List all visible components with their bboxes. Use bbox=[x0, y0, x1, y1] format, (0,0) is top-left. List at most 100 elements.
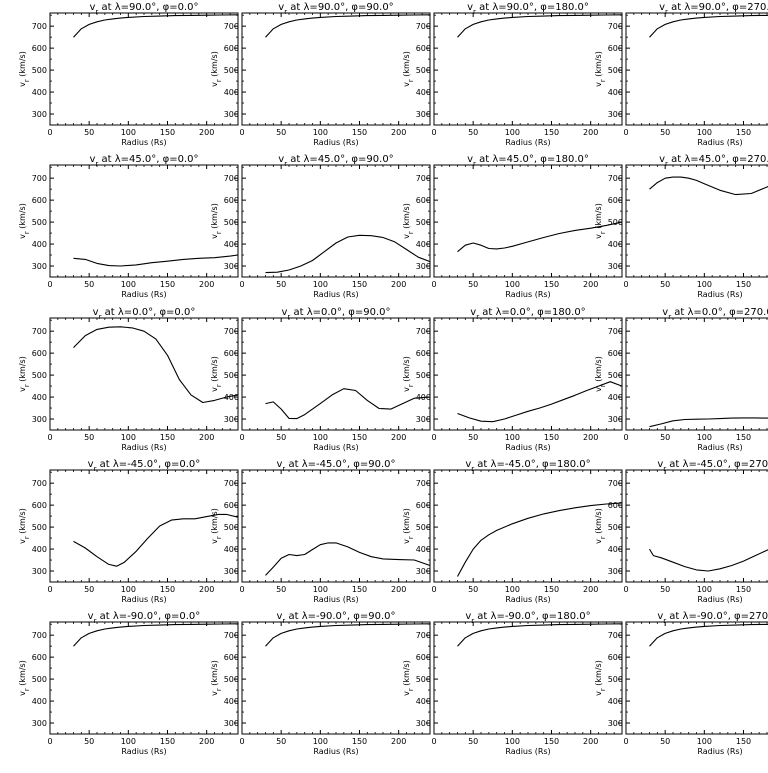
y-tick-label: 600 bbox=[416, 349, 431, 358]
y-tick-label: 700 bbox=[608, 174, 623, 183]
y-tick-label: 500 bbox=[224, 66, 239, 75]
x-tick-label: 150 bbox=[544, 585, 559, 594]
x-tick-label: 150 bbox=[736, 280, 751, 289]
x-tick-label: 150 bbox=[352, 737, 367, 746]
y-tick-label: 300 bbox=[608, 262, 623, 271]
y-tick-label: 600 bbox=[224, 653, 239, 662]
y-tick-label: 300 bbox=[416, 262, 431, 271]
y-tick-label: 400 bbox=[416, 393, 431, 402]
x-tick-label: 150 bbox=[160, 280, 175, 289]
x-tick-label: 50 bbox=[468, 585, 478, 594]
y-axis-label: vr (km/s) bbox=[18, 51, 31, 87]
x-axis-label: Radius (Rs) bbox=[313, 595, 358, 604]
series-line bbox=[650, 412, 768, 426]
x-axis-label: Radius (Rs) bbox=[505, 138, 550, 147]
y-tick-label: 500 bbox=[608, 523, 623, 532]
x-tick-label: 0 bbox=[623, 585, 628, 594]
y-tick-label: 400 bbox=[416, 697, 431, 706]
series-line bbox=[458, 624, 623, 646]
x-tick-label: 50 bbox=[84, 280, 94, 289]
y-tick-label: 300 bbox=[416, 719, 431, 728]
x-tick-label: 0 bbox=[47, 433, 52, 442]
y-axis-label: vr (km/s) bbox=[210, 203, 223, 239]
y-tick-label: 700 bbox=[32, 22, 47, 31]
y-tick-label: 600 bbox=[416, 501, 431, 510]
x-tick-label: 150 bbox=[544, 737, 559, 746]
y-axis-label: vr (km/s) bbox=[210, 51, 223, 87]
y-tick-label: 500 bbox=[416, 66, 431, 75]
plot-frame bbox=[626, 318, 768, 430]
x-tick-label: 0 bbox=[623, 433, 628, 442]
y-tick-label: 500 bbox=[608, 371, 623, 380]
x-tick-label: 50 bbox=[84, 737, 94, 746]
y-tick-label: 400 bbox=[416, 240, 431, 249]
x-tick-label: 200 bbox=[391, 128, 406, 137]
y-tick-label: 600 bbox=[608, 196, 623, 205]
y-tick-label: 700 bbox=[32, 631, 47, 640]
x-axis-label: Radius (Rs) bbox=[121, 443, 166, 452]
y-tick-label: 300 bbox=[608, 567, 623, 576]
y-tick-label: 600 bbox=[32, 349, 47, 358]
x-tick-label: 100 bbox=[697, 433, 712, 442]
plot-frame bbox=[626, 470, 768, 582]
y-tick-label: 500 bbox=[608, 218, 623, 227]
series-line bbox=[266, 389, 431, 419]
y-tick-label: 300 bbox=[416, 567, 431, 576]
y-tick-label: 400 bbox=[416, 88, 431, 97]
x-tick-label: 200 bbox=[391, 585, 406, 594]
y-tick-label: 500 bbox=[224, 523, 239, 532]
x-tick-label: 100 bbox=[505, 737, 520, 746]
y-axis-label: vr (km/s) bbox=[594, 51, 607, 87]
x-tick-label: 150 bbox=[736, 433, 751, 442]
x-tick-label: 150 bbox=[352, 280, 367, 289]
y-tick-label: 500 bbox=[224, 371, 239, 380]
y-axis-label: vr (km/s) bbox=[402, 203, 415, 239]
x-tick-label: 150 bbox=[160, 737, 175, 746]
y-tick-label: 700 bbox=[224, 479, 239, 488]
x-tick-label: 0 bbox=[47, 585, 52, 594]
y-tick-label: 500 bbox=[32, 218, 47, 227]
y-tick-label: 400 bbox=[32, 88, 47, 97]
x-tick-label: 50 bbox=[84, 433, 94, 442]
y-tick-label: 700 bbox=[416, 631, 431, 640]
x-tick-label: 100 bbox=[505, 128, 520, 137]
x-tick-label: 0 bbox=[47, 280, 52, 289]
y-tick-label: 400 bbox=[608, 88, 623, 97]
x-tick-label: 200 bbox=[199, 433, 214, 442]
x-axis-label: Radius (Rs) bbox=[505, 595, 550, 604]
y-tick-label: 300 bbox=[224, 719, 239, 728]
y-tick-label: 500 bbox=[416, 218, 431, 227]
y-tick-label: 600 bbox=[608, 349, 623, 358]
x-axis-label: Radius (Rs) bbox=[505, 443, 550, 452]
y-axis-label: vr (km/s) bbox=[402, 508, 415, 544]
series-line bbox=[74, 624, 239, 646]
series-line bbox=[458, 15, 623, 37]
y-tick-label: 600 bbox=[608, 501, 623, 510]
x-tick-label: 0 bbox=[239, 737, 244, 746]
x-tick-label: 100 bbox=[505, 280, 520, 289]
y-tick-label: 400 bbox=[224, 240, 239, 249]
x-tick-label: 0 bbox=[431, 128, 436, 137]
y-axis-label: vr (km/s) bbox=[18, 203, 31, 239]
x-tick-label: 100 bbox=[505, 585, 520, 594]
x-tick-label: 0 bbox=[47, 737, 52, 746]
x-tick-label: 200 bbox=[199, 737, 214, 746]
y-tick-label: 400 bbox=[608, 545, 623, 554]
x-tick-label: 200 bbox=[391, 433, 406, 442]
x-tick-label: 100 bbox=[697, 585, 712, 594]
x-tick-label: 0 bbox=[239, 433, 244, 442]
x-tick-label: 0 bbox=[47, 128, 52, 137]
x-tick-label: 50 bbox=[276, 433, 286, 442]
y-tick-label: 700 bbox=[416, 327, 431, 336]
y-tick-label: 700 bbox=[224, 631, 239, 640]
y-tick-label: 500 bbox=[608, 675, 623, 684]
y-tick-label: 700 bbox=[32, 479, 47, 488]
x-tick-label: 200 bbox=[583, 280, 598, 289]
y-axis-label: vr (km/s) bbox=[210, 660, 223, 696]
y-tick-label: 600 bbox=[416, 44, 431, 53]
